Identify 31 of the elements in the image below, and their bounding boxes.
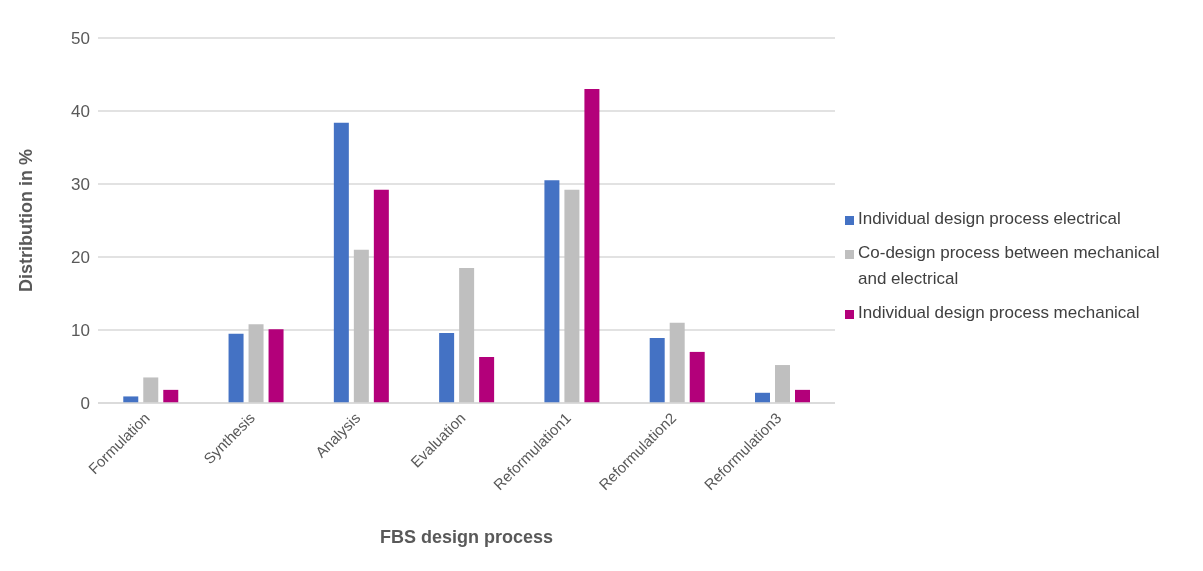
legend-label: Co-design process between mechanical and electrical (858, 242, 1161, 290)
bar (333, 122, 349, 403)
bar (794, 389, 810, 403)
bar (163, 389, 179, 403)
y-axis-title: Distribution in % (16, 149, 37, 292)
bar (373, 189, 389, 403)
bar (268, 329, 284, 403)
bar (479, 357, 495, 403)
y-tick-label: 30 (71, 175, 90, 195)
bar (649, 338, 665, 403)
bar (564, 189, 580, 403)
bar (143, 377, 159, 403)
y-tick-label: 40 (71, 102, 90, 122)
legend-label: Individual design process electrical (858, 208, 1121, 230)
x-axis-title: FBS design process (379, 527, 554, 547)
y-tick-label: 20 (71, 248, 90, 268)
bar (228, 333, 244, 403)
legend-label: Individual design process mechanical (858, 302, 1140, 324)
y-tick-label: 10 (71, 321, 90, 341)
y-tick-label: 0 (80, 394, 90, 414)
bar (439, 332, 455, 403)
bar (689, 351, 705, 403)
bar (544, 180, 560, 403)
bar (669, 322, 685, 403)
bar (123, 396, 139, 403)
bar (584, 89, 600, 403)
bar (248, 324, 264, 403)
bar (774, 365, 790, 403)
bar (459, 267, 475, 403)
y-tick-label: 50 (71, 29, 90, 49)
bar (353, 249, 369, 403)
